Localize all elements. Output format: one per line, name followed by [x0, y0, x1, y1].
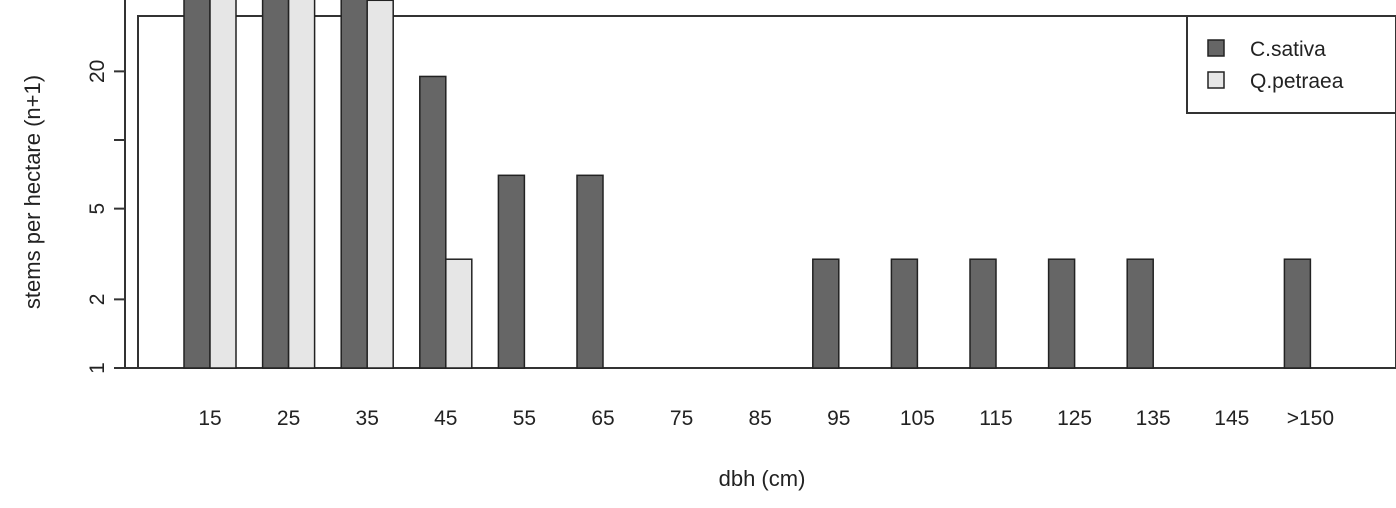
x-tick-label: 115 — [979, 407, 1012, 430]
y-tick-label: 20 — [86, 60, 109, 83]
x-tick-label: 55 — [513, 407, 536, 430]
x-tick-label: 135 — [1136, 407, 1171, 430]
x-tick-label: 85 — [749, 407, 772, 430]
bar-c-sativa — [497, 174, 526, 369]
y-tick-label: 5 — [86, 203, 109, 215]
bar-q-petraea — [445, 258, 473, 369]
bar-q-petraea — [287, 0, 316, 369]
bar-c-sativa — [261, 0, 290, 369]
x-tick-label: 15 — [198, 407, 221, 430]
x-tick-label: >150 — [1287, 407, 1334, 430]
legend-box — [1186, 15, 1396, 114]
bar-q-petraea — [366, 0, 394, 369]
bar-c-sativa — [183, 0, 211, 369]
x-tick-label: 125 — [1057, 407, 1092, 430]
y-axis: 1252050200 — [86, 0, 126, 374]
legend-label-q-petraea: Q.petraea — [1250, 70, 1344, 93]
x-tick-label: 45 — [434, 407, 457, 430]
bar-c-sativa — [1047, 258, 1076, 369]
y-axis-title: stems per hectare (n+1) — [20, 75, 45, 309]
x-axis-title: dbh (cm) — [719, 466, 806, 491]
bar-c-sativa — [1126, 258, 1154, 369]
x-tick-labels: 15 25 35 45 55 65 75 85 95 105 115 125 135 145 >150 — [198, 407, 1334, 430]
bar-c-sativa — [1283, 258, 1312, 369]
bar-c-sativa — [969, 258, 997, 369]
legend-swatch-c-sativa — [1207, 39, 1225, 57]
x-tick-label: 35 — [356, 407, 379, 430]
bar-c-sativa — [890, 258, 919, 369]
x-tick-label: 105 — [900, 407, 935, 430]
y-tick-label: 1 — [86, 362, 109, 374]
bar-c-sativa — [419, 75, 447, 369]
bar-c-sativa — [576, 174, 604, 369]
legend-swatch-q-petraea — [1207, 71, 1225, 89]
x-tick-label: 25 — [277, 407, 300, 430]
bar-c-sativa — [812, 258, 840, 369]
x-tick-label: 95 — [827, 407, 850, 430]
x-tick-label: 65 — [591, 407, 614, 430]
y-tick-label: 2 — [86, 294, 109, 306]
legend-label-c-sativa: C.sativa — [1250, 38, 1326, 61]
legend: C.sativa Q.petraea — [1186, 15, 1396, 114]
x-tick-label: 75 — [670, 407, 693, 430]
bars — [124, 0, 1359, 369]
x-tick-label: 145 — [1214, 407, 1249, 430]
bar-q-petraea — [209, 0, 237, 369]
bar-c-sativa — [340, 0, 368, 369]
